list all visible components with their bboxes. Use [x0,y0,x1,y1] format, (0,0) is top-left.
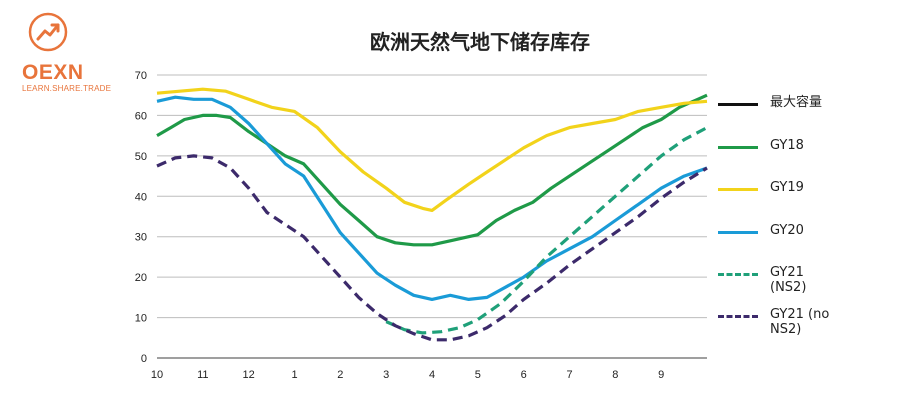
x-tick-label: 9 [658,369,664,381]
x-tick-label: 10 [151,369,163,381]
legend-label: GY21 (NS2) [770,265,807,295]
legend-item: GY19 [718,180,804,195]
x-tick-label: 5 [475,369,481,381]
y-tick-label: 40 [135,191,147,203]
y-tick-label: 0 [141,353,147,365]
legend-label: GY20 [770,223,804,238]
x-tick-label: 3 [383,369,389,381]
growth-arrow-icon [28,12,68,52]
legend-swatch [718,315,758,318]
legend-item: GY18 [718,138,804,153]
legend-label: GY18 [770,138,804,153]
logo: OEXN LEARN.SHARE.TRADE [8,8,111,93]
legend-label: GY21 (no NS2) [770,307,830,337]
chart-title: 欧洲天然气地下储存库存 [370,30,590,54]
legend-swatch [718,273,758,276]
x-tick-label: 4 [429,369,435,381]
series-line-4 [156,95,708,301]
legend-swatch [718,146,758,149]
legend-item: GY21 (no NS2) [718,307,829,337]
y-tick-label: 50 [135,151,147,163]
legend-item: 最大容量 [718,95,822,110]
x-tick-label: 1 [291,369,297,381]
chart-series [156,87,708,342]
legend-label: 最大容量 [770,95,823,110]
y-tick-label: 30 [135,232,147,244]
y-tick-label: 10 [135,313,147,325]
legend-item: GY21 (NS2) [718,265,806,295]
x-tick-label: 6 [521,369,527,381]
legend-swatch [718,231,758,234]
y-tick-label: 20 [135,272,147,284]
legend-item: GY20 [718,223,804,238]
x-tick-label: 2 [337,369,343,381]
logo-text: OEXN [22,61,84,84]
y-tick-label: 60 [135,110,147,122]
series-line-2 [156,93,708,247]
y-tick-label: 70 [135,70,147,82]
legend-swatch [718,103,758,106]
series-line-3 [156,87,708,212]
legend-label: GY19 [770,180,804,195]
x-tick-label: 11 [197,369,208,381]
x-tick-label: 8 [612,369,618,381]
series-line-6 [156,154,708,342]
legend-swatch [718,188,758,191]
x-tick-label: 12 [243,369,255,381]
series-line-5 [385,126,708,335]
x-tick-label: 7 [566,369,572,381]
logo-tagline: LEARN.SHARE.TRADE [22,84,112,93]
